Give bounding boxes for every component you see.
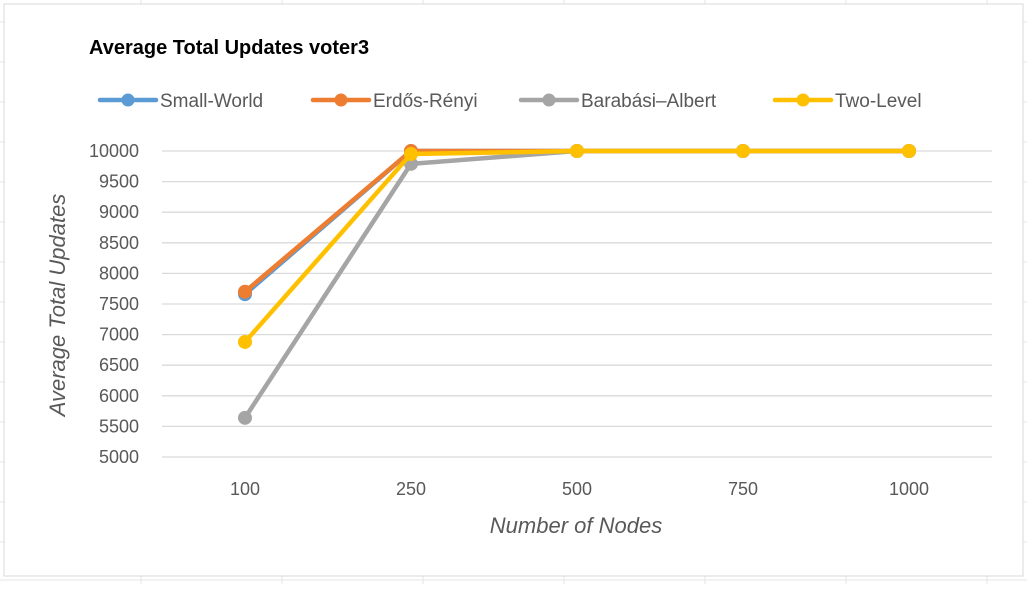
data-point [902,144,916,158]
legend-item: Barabási–Albert [518,91,717,112]
legend-swatch-marker [121,93,135,107]
data-point [736,144,750,158]
y-tick-label: 7000 [99,325,139,345]
x-tick-label: 250 [396,479,426,499]
legend-label: Small-World [160,91,263,112]
y-tick-label: 9000 [99,202,139,222]
x-tick-label: 750 [728,479,758,499]
x-tick-label: 100 [230,479,260,499]
plot-gridlines [162,150,992,458]
y-axis-ticks: 5000 5500 6000 6500 7000 7500 8000 8500 9000 9500… [89,141,139,467]
data-point [238,410,252,425]
chart-title: Average Total Updates voter3 [89,37,369,59]
x-tick-label: 1000 [889,479,929,499]
y-tick-label: 5000 [99,447,139,467]
legend-swatch-marker [796,93,810,107]
legend-swatch-marker [334,93,348,107]
data-point [238,334,252,349]
y-tick-label: 7500 [99,294,139,314]
chart-frame [3,3,1024,577]
legend-label: Two-Level [835,91,922,112]
series-3 [238,144,916,349]
legend-item: Erdős-Rényi [310,91,478,112]
y-tick-label: 8500 [99,233,139,253]
y-tick-label: 5500 [99,416,139,436]
y-tick-label: 8000 [99,263,139,283]
x-axis-ticks: 100 250 500 750 1000 [230,479,929,499]
legend-item: Small-World [97,91,263,112]
legend-label: Barabási–Albert [581,91,717,112]
legend-swatch-marker [542,93,556,107]
legend-label: Erdős-Rényi [373,91,478,112]
legend: Small-World Erdős-Rényi Barabási–Albert Two… [97,91,922,112]
series-layer [238,144,916,425]
x-tick-label: 500 [562,479,592,499]
y-tick-label: 6500 [99,355,139,375]
y-tick-label: 6000 [99,386,139,406]
data-point [404,147,418,162]
data-point [570,144,584,158]
y-axis-title: Average Total Updates [45,194,70,419]
y-tick-label: 10000 [89,141,139,161]
data-point [238,284,252,299]
x-axis-title: Number of Nodes [490,513,662,538]
y-tick-label: 9500 [99,172,139,192]
legend-item: Two-Level [772,91,922,112]
